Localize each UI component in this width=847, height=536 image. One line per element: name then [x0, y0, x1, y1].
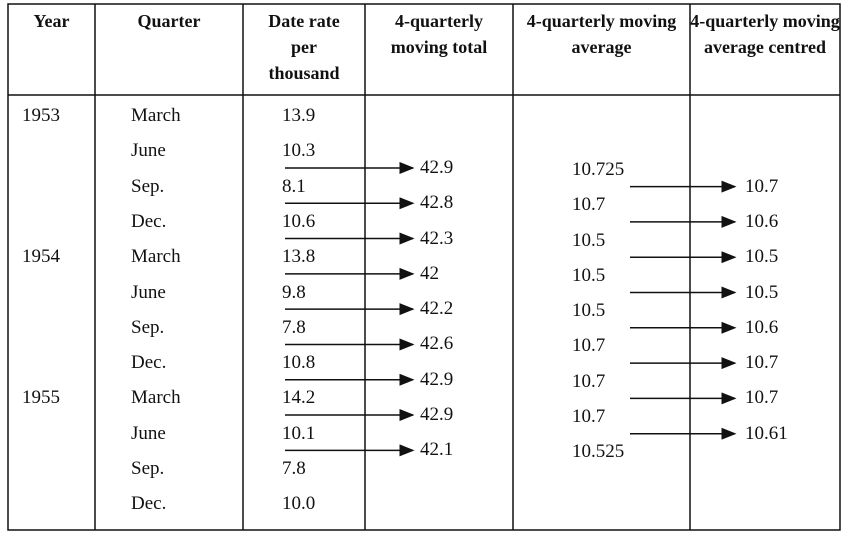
rate: 7.8: [282, 316, 306, 338]
quarter: Sep.: [131, 316, 165, 338]
quarter: March: [131, 105, 181, 126]
column-header: 4-quarterly moving average: [526, 11, 677, 57]
centred-average: 10.7: [745, 387, 779, 409]
column-header: Quarter: [137, 11, 201, 31]
column-header: 4-quarterly moving total: [390, 11, 488, 57]
moving-total: 42: [420, 262, 439, 284]
centred-average: 10.7: [745, 352, 779, 374]
rate: 13.8: [282, 246, 316, 268]
rate: 13.9: [282, 105, 316, 126]
column-header: Year: [33, 11, 70, 31]
moving-total: 42.9: [420, 368, 454, 390]
rate: 8.1: [282, 175, 306, 197]
centred-average: 10.61: [745, 422, 788, 444]
quarter: June: [131, 422, 166, 444]
year: 1955: [22, 387, 60, 409]
quarter: Dec.: [131, 210, 167, 232]
moving-average: 10.7: [572, 406, 606, 428]
centred-average: 10.7: [745, 175, 779, 197]
rate: 7.8: [282, 458, 306, 479]
moving-average: 10.5: [572, 229, 606, 251]
centred-average: 10.6: [745, 210, 779, 232]
rate: 10.1: [282, 422, 316, 444]
quarter: March: [131, 246, 181, 268]
moving-average: 10.7: [572, 370, 606, 392]
column-header: 4-quarterly moving average centred: [690, 11, 840, 57]
rate: 10.8: [282, 352, 316, 374]
moving-average: 10.7: [572, 194, 606, 216]
moving-total: 42.1: [420, 439, 454, 461]
moving-total: 42.8: [420, 192, 454, 214]
centred-average: 10.5: [745, 281, 779, 303]
moving-total: 42.2: [420, 298, 454, 320]
moving-average: 10.5: [572, 300, 606, 322]
rate: 10.0: [282, 493, 316, 515]
quarter: June: [131, 281, 166, 303]
table-border: [7, 3, 841, 531]
moving-average: 10.5: [572, 264, 606, 286]
quarter: Sep.: [131, 458, 165, 479]
quarter: Sep.: [131, 175, 165, 197]
moving-total: 42.3: [420, 227, 454, 249]
quarter: Dec.: [131, 493, 167, 515]
moving-average: 10.525: [572, 441, 625, 463]
quarter: March: [131, 387, 181, 409]
column-header: Date rate per thousand: [268, 11, 340, 83]
moving-total: 42.9: [420, 156, 454, 178]
rate: 9.8: [282, 281, 306, 303]
moving-total: 42.9: [420, 404, 454, 426]
centred-average: 10.6: [745, 316, 779, 338]
centred-average: 10.5: [745, 246, 779, 268]
year: 1953: [22, 105, 60, 126]
quarter: Dec.: [131, 352, 167, 374]
rate: 10.6: [282, 210, 316, 232]
rate: 14.2: [282, 387, 316, 409]
quarter: June: [131, 140, 166, 162]
rate: 10.3: [282, 140, 316, 162]
moving-average: 10.7: [572, 335, 606, 357]
year: 1954: [22, 246, 60, 268]
moving-total: 42.6: [420, 333, 454, 355]
moving-average: 10.725: [572, 158, 625, 180]
